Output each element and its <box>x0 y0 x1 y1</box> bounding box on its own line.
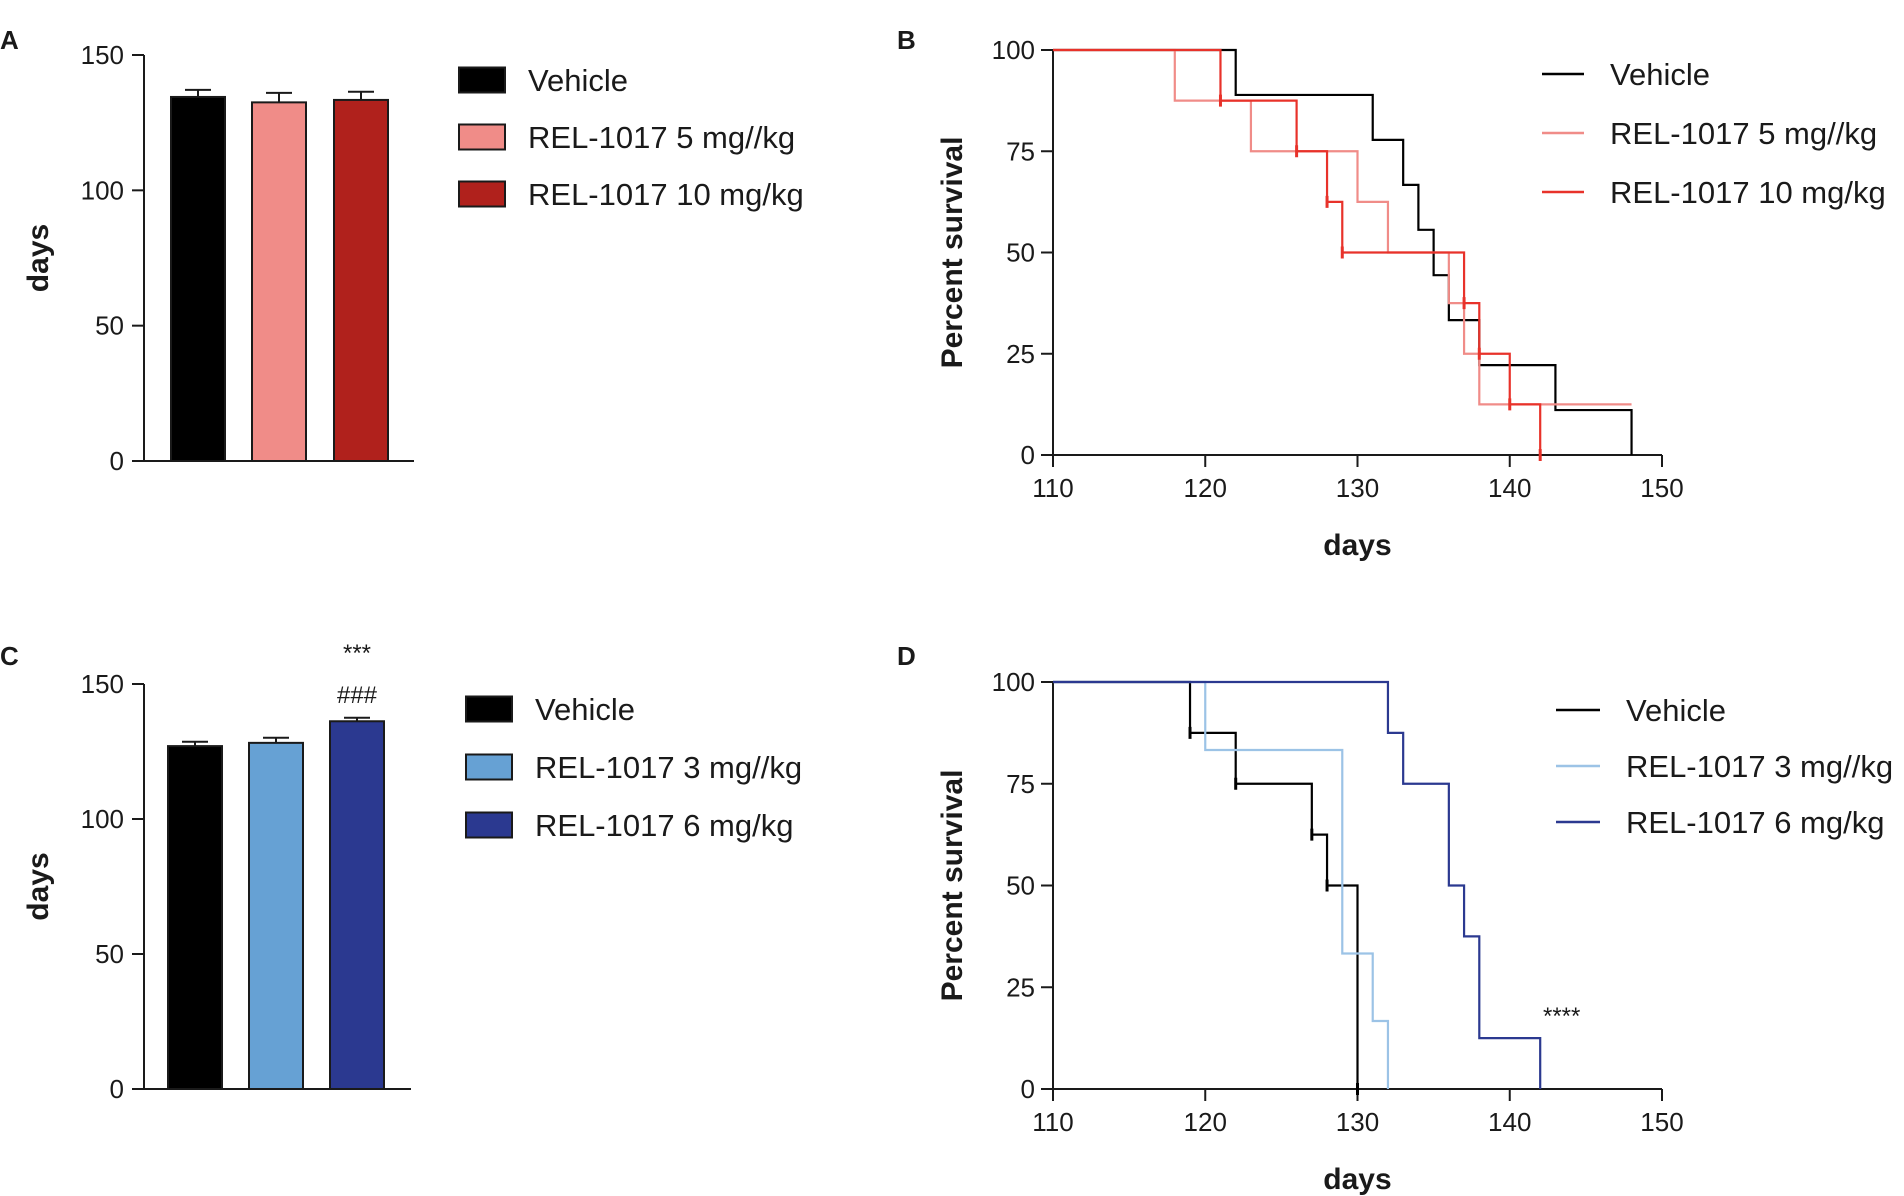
legend-swatch <box>458 66 506 94</box>
significance-annotation: *** <box>343 640 371 667</box>
x-tick-label: 120 <box>1184 473 1227 503</box>
y-tick-label: 100 <box>81 175 124 205</box>
legend-label: REL-1017 6 mg/kg <box>535 808 793 843</box>
y-axis-title: days <box>22 224 55 292</box>
x-axis-title: days <box>1323 529 1391 562</box>
legend-label: REL-1017 6 mg/kg <box>1626 805 1884 840</box>
panel-d: D 0 25 50 75 100 110 120 130 140 150 days Percent su… <box>897 641 1893 1196</box>
bar-3 <box>329 720 385 1090</box>
x-tick-label: 110 <box>1032 1107 1073 1137</box>
y-tick-label: 75 <box>1006 136 1035 166</box>
y-tick-label: 0 <box>1021 440 1035 470</box>
x-tick-label: 150 <box>1640 1107 1683 1137</box>
x-tick-label: 120 <box>1184 1107 1227 1137</box>
survival-curve-3 <box>1053 680 1542 1089</box>
panel-letter: D <box>897 641 916 671</box>
bar-1 <box>167 745 223 1090</box>
y-tick-label: 50 <box>1006 871 1035 901</box>
significance-annotation: ### <box>337 682 378 709</box>
panel-letter: B <box>897 25 916 55</box>
y-tick-label: 0 <box>1021 1074 1035 1104</box>
legend-swatch <box>458 123 506 151</box>
legend-label: REL-1017 3 mg//kg <box>1626 749 1893 784</box>
y-tick-label: 75 <box>1006 769 1035 799</box>
panel-a: A 0 50 100 150 days Vehicle REL-1017 5 mg//kg RE… <box>0 25 804 476</box>
x-axis-title: days <box>1323 1163 1391 1196</box>
legend-label: Vehicle <box>535 692 635 727</box>
y-tick-label: 0 <box>110 446 124 476</box>
significance-annotation: **** <box>1543 1003 1580 1030</box>
y-axis-title: days <box>22 852 55 920</box>
y-tick-label: 150 <box>81 669 124 699</box>
legend-label: REL-1017 5 mg//kg <box>528 120 795 155</box>
legend-label: REL-1017 10 mg/kg <box>528 177 804 212</box>
panel-c: C 0 50 100 150 days *** ### Vehicle REL-1017 3 mg… <box>0 640 802 1104</box>
bar-3 <box>333 98 389 462</box>
x-tick-label: 140 <box>1488 1107 1531 1137</box>
legend-swatch <box>465 753 513 781</box>
y-axis-title: Percent survival <box>936 137 969 369</box>
legend-label: Vehicle <box>1610 57 1710 92</box>
y-tick-label: 50 <box>95 311 124 341</box>
x-tick-label: 140 <box>1488 473 1531 503</box>
y-tick-label: 100 <box>992 35 1035 65</box>
y-tick-label: 0 <box>110 1074 124 1104</box>
y-tick-label: 100 <box>992 667 1035 697</box>
survival-curve-1 <box>1053 680 1359 1089</box>
survival-curve-2 <box>1053 680 1390 1089</box>
bar-2 <box>251 101 307 462</box>
legend-label: REL-1017 5 mg//kg <box>1610 116 1877 151</box>
y-tick-label: 25 <box>1006 339 1035 369</box>
survival-curve-2 <box>1053 48 1632 406</box>
panel-letter: A <box>0 25 19 55</box>
legend-swatch <box>465 695 513 723</box>
survival-curve-3 <box>1053 48 1542 455</box>
y-tick-label: 150 <box>81 40 124 70</box>
y-tick-label: 25 <box>1006 972 1035 1002</box>
legend-label: Vehicle <box>1626 693 1726 728</box>
x-tick-label: 130 <box>1336 1107 1379 1137</box>
bar-2 <box>248 741 304 1090</box>
y-tick-label: 50 <box>95 939 124 969</box>
legend-swatch <box>458 180 506 208</box>
bar-1 <box>170 95 226 462</box>
legend-swatch <box>465 811 513 839</box>
x-tick-label: 110 <box>1032 473 1073 503</box>
x-tick-label: 130 <box>1336 473 1379 503</box>
y-tick-label: 50 <box>1006 238 1035 268</box>
x-tick-label: 150 <box>1640 473 1683 503</box>
legend-label: REL-1017 10 mg/kg <box>1610 175 1886 210</box>
panel-b: B 0 25 50 75 100 110 120 130 140 150 days Percent su… <box>897 25 1886 562</box>
legend-label: Vehicle <box>528 63 628 98</box>
y-axis-title: Percent survival <box>936 770 969 1002</box>
legend-label: REL-1017 3 mg//kg <box>535 750 802 785</box>
y-tick-label: 100 <box>81 804 124 834</box>
panel-letter: C <box>0 641 19 671</box>
